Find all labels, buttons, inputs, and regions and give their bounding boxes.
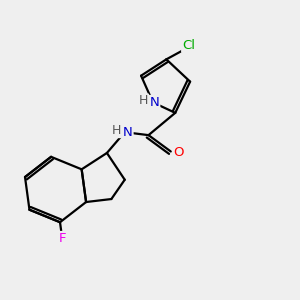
Text: Cl: Cl [182, 39, 195, 52]
Text: N: N [123, 126, 133, 139]
Text: O: O [173, 146, 184, 160]
Text: F: F [58, 232, 66, 245]
Text: N: N [150, 96, 159, 109]
Text: H: H [112, 124, 121, 137]
Text: H: H [139, 94, 148, 107]
